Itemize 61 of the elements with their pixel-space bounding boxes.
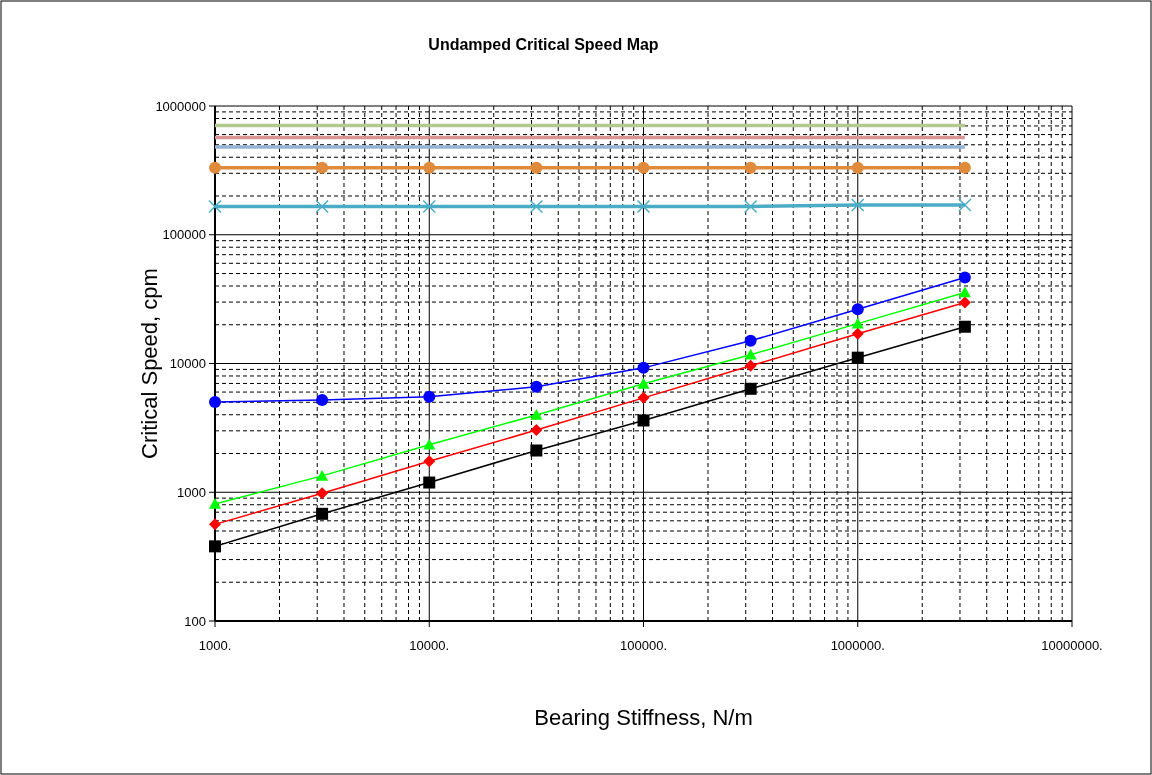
point bbox=[958, 271, 971, 284]
point bbox=[209, 540, 221, 553]
point bbox=[423, 161, 436, 174]
x-tick-label: 1000. bbox=[198, 638, 232, 653]
x-tick-label: 100000. bbox=[620, 638, 667, 653]
x-tick-label: 10000. bbox=[409, 638, 450, 653]
point bbox=[315, 199, 329, 214]
point bbox=[530, 161, 543, 174]
y-tick-label: 10000 bbox=[169, 356, 206, 372]
point bbox=[423, 455, 436, 468]
point bbox=[209, 395, 221, 408]
point bbox=[958, 320, 971, 333]
point bbox=[851, 327, 864, 340]
point bbox=[529, 199, 544, 214]
point bbox=[637, 391, 650, 404]
point bbox=[208, 199, 222, 214]
point bbox=[316, 161, 329, 174]
point bbox=[637, 377, 650, 389]
point bbox=[423, 390, 436, 403]
point bbox=[851, 161, 864, 174]
point bbox=[744, 334, 757, 347]
point bbox=[851, 303, 864, 316]
point bbox=[958, 161, 971, 174]
y-tick-label: 100 bbox=[184, 613, 206, 629]
point bbox=[851, 351, 864, 364]
point bbox=[316, 487, 329, 500]
point bbox=[637, 414, 650, 427]
point bbox=[423, 438, 436, 450]
x-tick-label: 10000000. bbox=[1041, 638, 1103, 653]
point bbox=[636, 199, 651, 214]
point bbox=[316, 507, 329, 520]
point bbox=[744, 161, 757, 174]
point bbox=[637, 361, 650, 374]
point bbox=[209, 518, 221, 531]
y-tick-label: 1000000 bbox=[155, 98, 206, 114]
point bbox=[958, 296, 971, 309]
point bbox=[851, 198, 865, 212]
point bbox=[851, 317, 864, 329]
point bbox=[637, 161, 650, 174]
y-tick-label: 100000 bbox=[162, 227, 206, 243]
point bbox=[530, 444, 543, 457]
point bbox=[530, 409, 543, 420]
point bbox=[530, 380, 543, 393]
point bbox=[530, 424, 543, 437]
point bbox=[316, 469, 329, 481]
point bbox=[958, 198, 972, 212]
chart-title: Undamped Critical Speed Map bbox=[428, 36, 659, 53]
point bbox=[958, 286, 971, 298]
x-tick-label: 1000000. bbox=[830, 638, 885, 653]
y-axis-title: Critical Speed, cpm bbox=[137, 268, 162, 459]
point bbox=[422, 199, 436, 214]
y-tick-label: 1000 bbox=[177, 484, 206, 500]
point bbox=[744, 382, 757, 395]
point bbox=[209, 497, 221, 509]
point bbox=[744, 348, 757, 360]
point bbox=[209, 161, 221, 174]
point bbox=[423, 476, 436, 489]
x-axis-title: Bearing Stiffness, N/m bbox=[534, 705, 753, 730]
point bbox=[743, 199, 758, 214]
point bbox=[316, 393, 329, 406]
point bbox=[744, 359, 757, 372]
